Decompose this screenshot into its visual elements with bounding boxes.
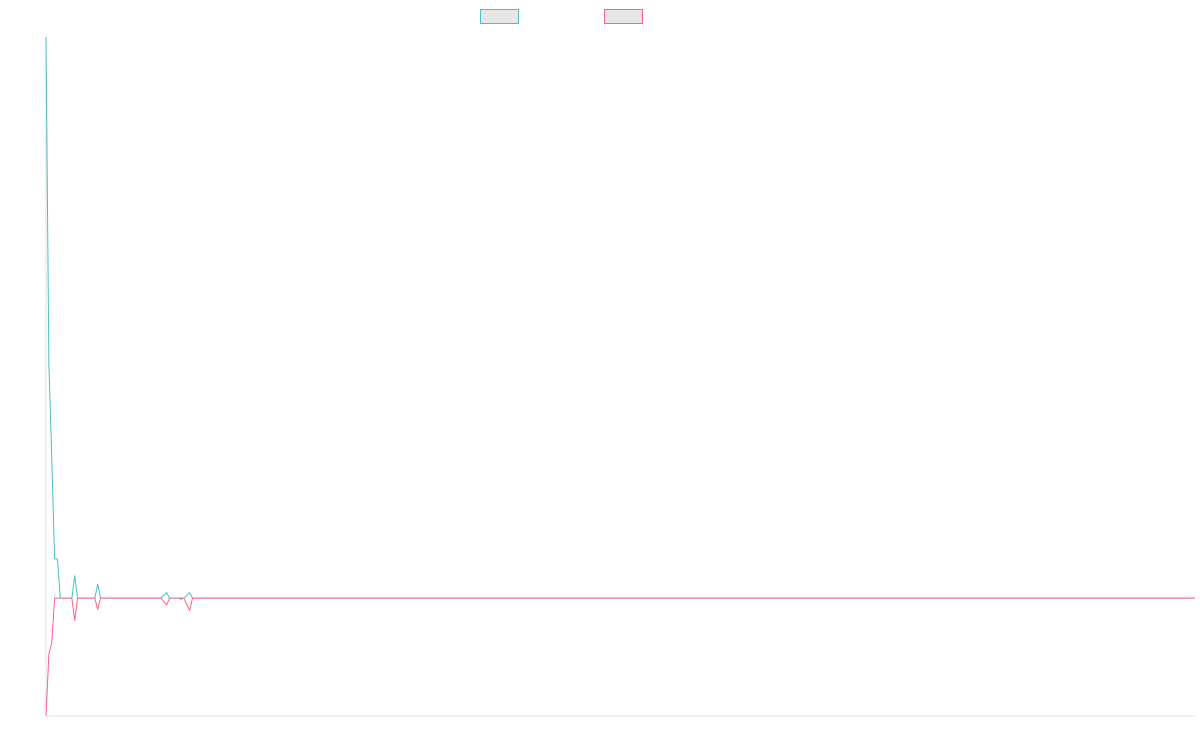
legend-swatch-series-1 <box>480 9 519 24</box>
legend-swatch-series-2 <box>604 9 643 24</box>
legend-item-series-2[interactable] <box>604 9 649 24</box>
legend <box>0 9 1200 27</box>
series-line-2 <box>45 597 1195 717</box>
legend-item-series-1[interactable] <box>480 9 525 24</box>
series-line-1 <box>45 36 1195 600</box>
